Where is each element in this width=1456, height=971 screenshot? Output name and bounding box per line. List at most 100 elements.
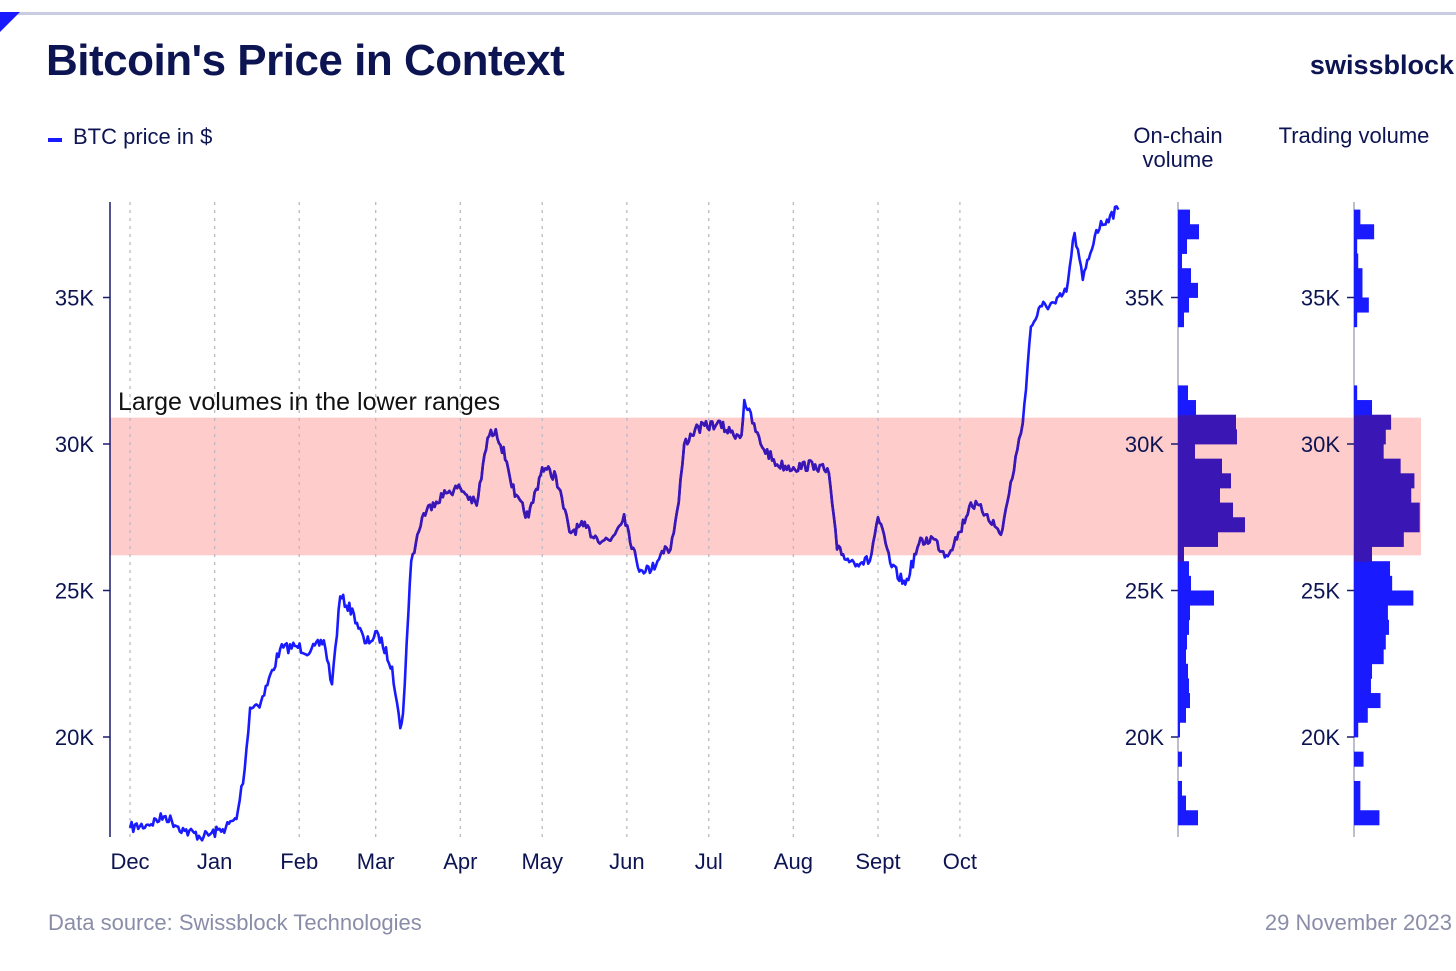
onchain-bar-25 [1178,444,1195,460]
onchain-bar-10 [1178,663,1188,679]
x-tick-label-1: Jan [197,849,232,874]
x-tick-label-9: Sept [855,849,900,874]
trading-bar-12 [1354,634,1386,650]
trading-bar-35 [1354,297,1369,313]
trading-bar-21 [1354,502,1420,518]
trading-bar-41 [1354,209,1361,225]
trading-bar-11 [1354,649,1384,665]
onchain-bar-7 [1178,707,1186,723]
x-tick-label-4: Apr [443,849,477,874]
onchain-bar-16 [1178,575,1191,591]
trading-bar-14 [1354,605,1388,621]
onchain-bar-13 [1178,619,1189,635]
trading-y-tick-label-0: 20K [1301,725,1340,750]
x-tick-label-8: Aug [774,849,813,874]
onchain-bar-6 [1178,722,1180,738]
trading-bar-26 [1354,429,1386,445]
trading-bar-38 [1354,253,1359,269]
trading-bar-29 [1354,385,1358,401]
x-tick-label-5: May [521,849,563,874]
onchain-bar-29 [1178,385,1188,401]
trading-bar-2 [1354,780,1361,796]
onchain-bar-9 [1178,678,1189,694]
onchain-bar-11 [1178,649,1186,665]
onchain-bar-35 [1178,297,1189,313]
trading-bar-13 [1354,619,1389,635]
onchain-bar-26 [1178,429,1237,445]
x-tick-label-2: Feb [280,849,318,874]
onchain-y-tick-label-3: 35K [1125,286,1164,311]
onchain-bar-34 [1178,312,1184,328]
btc-price-line-in-band [411,417,1025,556]
onchain-bar-21 [1178,502,1233,518]
onchain-volume-title: On-chain volume [1133,123,1223,172]
onchain-bar-0 [1178,810,1198,826]
month-grid [129,202,961,837]
onchain-bar-15 [1178,590,1214,606]
trading-bar-25 [1354,444,1384,460]
trading-bar-10 [1354,663,1373,679]
trading-bar-1 [1354,795,1361,811]
legend-label: BTC price in $ [73,124,213,149]
y-tick-label-0: 20K [55,725,94,750]
trading-bar-6 [1354,722,1359,738]
x-tick-label-0: Dec [110,849,149,874]
trading-bar-0 [1354,810,1380,826]
onchain-bar-37 [1178,268,1191,284]
onchain-bar-1 [1178,795,1186,811]
top-rule [0,12,1456,15]
onchain-y-tick-label-1: 25K [1125,579,1164,604]
onchain-bar-19 [1178,531,1218,547]
onchain-y-tick-label-2: 30K [1125,432,1164,457]
onchain-bar-18 [1178,546,1184,562]
onchain-bar-14 [1178,605,1190,621]
onchain-bar-27 [1178,414,1236,430]
x-tick-label-7: Jul [695,849,723,874]
trading-bar-22 [1354,487,1412,503]
corner-accent [0,12,20,32]
trading-volume-title: Trading volume [1278,123,1430,148]
data-source: Data source: Swissblock Technologies [48,910,422,935]
trading-bar-16 [1354,575,1393,591]
trading-bar-4 [1354,751,1364,767]
volume-histograms [1178,209,1420,826]
onchain-bar-4 [1178,751,1182,767]
trading-bar-17 [1354,561,1391,577]
trading-y-tick-label-1: 25K [1301,579,1340,604]
trading-bar-24 [1354,458,1401,474]
report-date: 29 November 2023 [1264,910,1452,935]
brand-logo: swissblock [1309,50,1454,80]
onchain-bar-22 [1178,487,1220,503]
onchain-bar-17 [1178,561,1189,577]
annotation-label: Large volumes in the lower ranges [118,388,500,416]
onchain-bar-28 [1178,400,1196,416]
legend: BTC price in $ [48,124,212,150]
onchain-bar-39 [1178,238,1187,254]
trading-bar-37 [1354,268,1363,284]
trading-bar-23 [1354,473,1415,489]
onchain-bar-12 [1178,634,1187,650]
trading-y-tick-label-2: 30K [1301,432,1340,457]
trading-bar-40 [1354,224,1375,240]
onchain-bar-38 [1178,253,1182,269]
trading-bar-7 [1354,707,1368,723]
trading-bar-18 [1354,546,1373,562]
onchain-bar-24 [1178,458,1222,474]
onchain-bar-2 [1178,780,1182,796]
onchain-bar-41 [1178,209,1190,225]
tick-labels: Dec Jan Feb Mar Apr May Jun Jul Aug Sept Oct 20K 25K… [55,286,1340,875]
trading-bar-28 [1354,400,1373,416]
y-tick-label-2: 30K [55,432,94,457]
y-tick-label-3: 35K [55,286,94,311]
trading-bar-39 [1354,238,1358,254]
trading-bar-27 [1354,414,1392,430]
price-line-layer [128,205,1120,842]
trading-bar-8 [1354,693,1381,709]
x-tick-label-6: Jun [609,849,644,874]
trading-bar-34 [1354,312,1358,328]
onchain-bar-40 [1178,224,1199,240]
trading-bar-9 [1354,678,1371,694]
chart-title: Bitcoin's Price in Context [46,36,565,85]
trading-y-tick-label-3: 35K [1301,286,1340,311]
